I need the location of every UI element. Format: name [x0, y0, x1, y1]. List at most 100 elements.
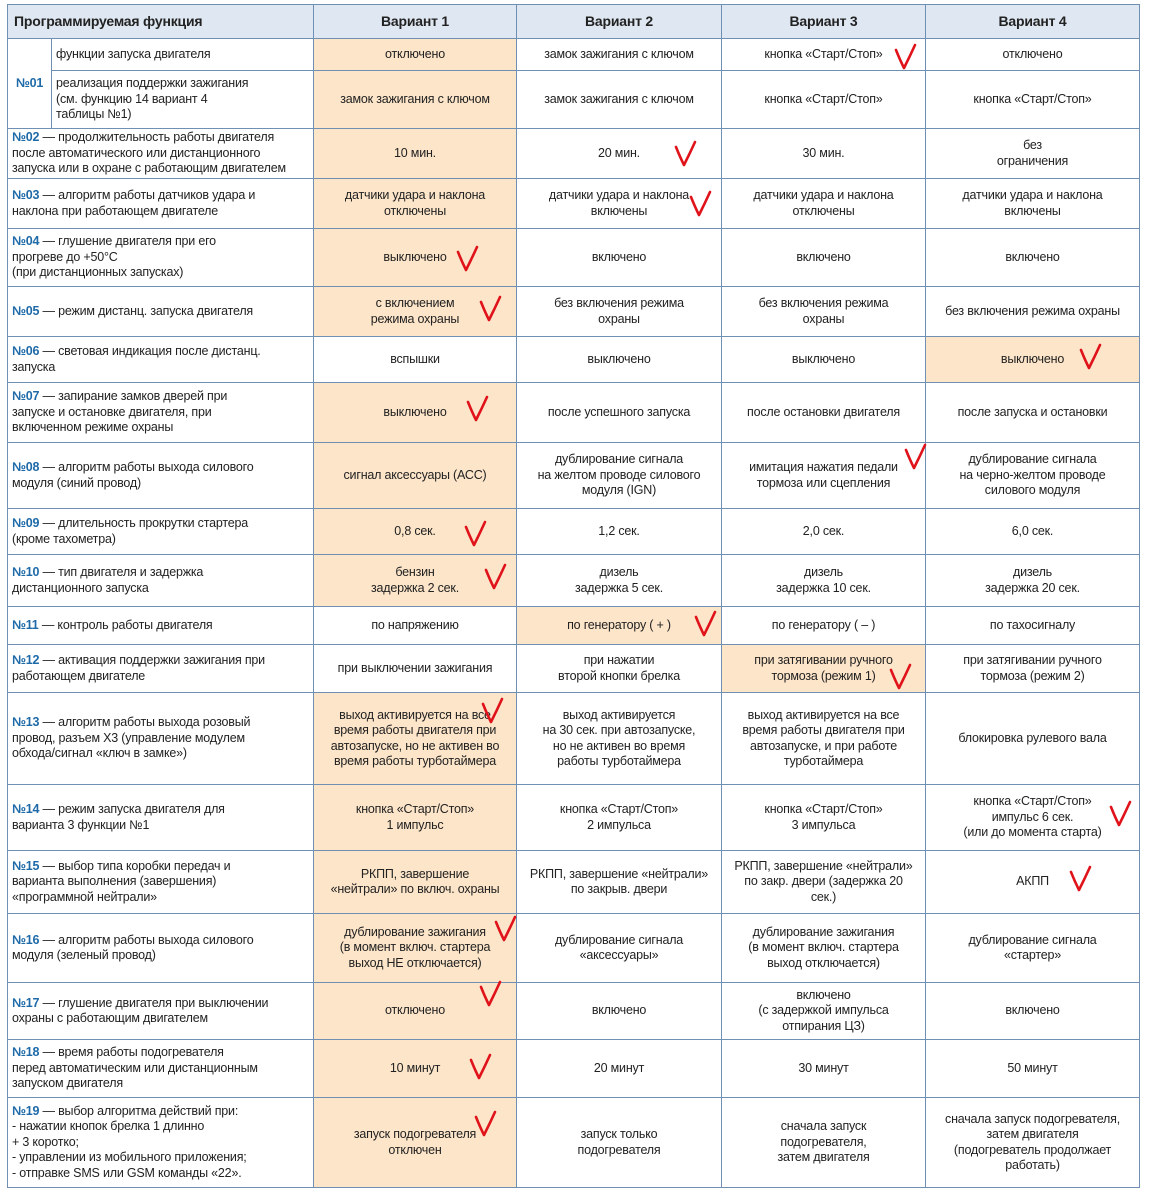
function-number: №08	[12, 460, 40, 474]
table-row: №19 — выбор алгоритма действий при: - на…	[7, 1097, 1140, 1188]
function-text: выбор алгоритма действий при: - нажатии …	[12, 1103, 247, 1180]
table-row: №05 — режим дистанц. запуска двигателя с …	[7, 286, 1140, 337]
settings-table: Программируемая функция Вариант 1 Вариан…	[7, 4, 1140, 1188]
variant-1-cell: выключено	[313, 228, 517, 287]
function-number: №03	[12, 188, 40, 202]
function-text: активация поддержки зажигания при работа…	[12, 653, 265, 683]
variant-2-cell: включено	[516, 228, 722, 287]
variant-2-cell: 20 мин.	[516, 128, 722, 179]
variant-2-cell: выход активируется на 30 сек. при автоза…	[516, 692, 722, 785]
function-description: №18 — время работы подогревателя перед а…	[7, 1039, 314, 1098]
variant-3-cell: кнопка «Старт/Стоп»	[721, 38, 926, 71]
variant-2-cell: по генератору ( + )	[516, 606, 722, 645]
function-description: №09 — длительность прокрутки стартера (к…	[7, 508, 314, 555]
separator: —	[38, 617, 58, 632]
separator: —	[39, 565, 59, 579]
table-row: №11 — контроль работы двигателя по напряж…	[7, 606, 1140, 645]
table-row: №14 — режим запуска двигателя для вариан…	[7, 784, 1140, 851]
table-row: №03 — алгоритм работы датчиков удара и н…	[7, 178, 1140, 229]
variant-4-cell: без включения режима охраны	[925, 286, 1140, 337]
separator: —	[39, 303, 59, 318]
table-row: №06 — световая индикация после дистанц. …	[7, 336, 1140, 383]
variant-1-cell: сигнал аксессуары (АСС)	[313, 442, 517, 509]
function-number: №04	[12, 234, 40, 249]
separator: —	[39, 234, 59, 249]
function-description: №11 — контроль работы двигателя	[7, 606, 314, 645]
table-row: №13 — алгоритм работы выхода розовый про…	[7, 692, 1140, 785]
variant-1-cell: бензин задержка 2 сек.	[313, 554, 517, 607]
function-text: продолжительность работы двигателя после…	[12, 130, 286, 176]
variant-4-cell: блокировка рулевого вала	[925, 692, 1140, 785]
variant-3-cell: без включения режима охраны	[721, 286, 926, 337]
function-number: №16	[12, 932, 40, 947]
table-row: №08 — алгоритм работы выхода силового мо…	[7, 442, 1140, 509]
header-variant-2: Вариант 2	[516, 4, 722, 39]
function-description: №07 — запирание замков дверей при запуск…	[7, 382, 314, 443]
separator: —	[39, 802, 59, 816]
variant-3-cell: 2,0 сек.	[721, 508, 926, 555]
separator: —	[39, 1103, 59, 1118]
variant-1-cell: запуск подогревателя отключен	[313, 1097, 517, 1188]
variant-2-cell: датчики удара и наклона включены	[516, 178, 722, 229]
variant-3-cell: при затягивании ручного тормоза (режим 1…	[721, 644, 926, 693]
variant-4-cell: включено	[925, 228, 1140, 287]
function-number: №06	[12, 344, 40, 358]
function-description: №10 — тип двигателя и задержка дистанцио…	[7, 554, 314, 607]
variant-2-cell: замок зажигания с ключом	[516, 38, 722, 71]
variant-3-cell: 30 минут	[721, 1039, 926, 1098]
variant-3-cell: кнопка «Старт/Стоп»	[721, 70, 926, 129]
variant-1-cell: 10 мин.	[313, 128, 517, 179]
function-description: №12 — активация поддержки зажигания при …	[7, 644, 314, 693]
variant-3-cell: выход активируется на все время работы д…	[721, 692, 926, 785]
table-row: №02 — продолжительность работы двигателя…	[7, 128, 1140, 179]
function-text: световая индикация после дистанц. запуск…	[12, 344, 261, 374]
variant-2-cell: 20 минут	[516, 1039, 722, 1098]
variant-3-cell: выключено	[721, 336, 926, 383]
function-text: время работы подогревателя перед автомат…	[12, 1045, 258, 1091]
separator: —	[39, 188, 59, 202]
function-description: реализация поддержки зажигания (см. функ…	[51, 70, 314, 129]
variant-4-cell: дублирование сигнала на черно-желтом про…	[925, 442, 1140, 509]
variant-1-cell: выход активируется на все время работы д…	[313, 692, 517, 785]
function-description: №17 — глушение двигателя при выключении …	[7, 982, 314, 1040]
separator: —	[39, 130, 59, 145]
function-number: №18	[12, 1045, 40, 1060]
function-text: глушение двигателя при его прогреве до +…	[12, 234, 216, 280]
variant-3-cell: дублирование зажигания (в момент включ. …	[721, 913, 926, 983]
variant-2-cell: замок зажигания с ключом	[516, 70, 722, 129]
variant-3-cell: после остановки двигателя	[721, 382, 926, 443]
variant-4-cell: 6,0 сек.	[925, 508, 1140, 555]
function-description: №13 — алгоритм работы выхода розовый про…	[7, 692, 314, 785]
variant-2-cell: дизель задержка 5 сек.	[516, 554, 722, 607]
function-number: №11	[12, 617, 39, 632]
variant-3-cell: дизель задержка 10 сек.	[721, 554, 926, 607]
variant-1-cell: вспышки	[313, 336, 517, 383]
variant-1-cell: 0,8 сек.	[313, 508, 517, 555]
variant-3-cell: РКПП, завершение «нейтрали» по закр. две…	[721, 850, 926, 914]
function-number: №01	[7, 38, 52, 129]
variant-4-cell: после запуска и остановки	[925, 382, 1140, 443]
variant-4-cell: отключено	[925, 38, 1140, 71]
separator: —	[39, 344, 59, 358]
variant-3-cell: по генератору ( – )	[721, 606, 926, 645]
function-number: №17	[12, 995, 40, 1010]
variant-4-cell: дизель задержка 20 сек.	[925, 554, 1140, 607]
function-description: №16 — алгоритм работы выхода силового мо…	[7, 913, 314, 983]
variant-4-cell: 50 минут	[925, 1039, 1140, 1098]
variant-1-cell: при выключении зажигания	[313, 644, 517, 693]
separator: —	[39, 995, 59, 1010]
variant-2-cell: после успешного запуска	[516, 382, 722, 443]
function-description: №14 — режим запуска двигателя для вариан…	[7, 784, 314, 851]
separator: —	[39, 715, 59, 730]
function-number: №09	[12, 516, 40, 530]
function-number: №10	[12, 565, 40, 579]
function-number: №12	[12, 653, 40, 667]
header-variant-4: Вариант 4	[925, 4, 1140, 39]
variant-2-cell: дублирование сигнала на желтом проводе с…	[516, 442, 722, 509]
table-row: №09 — длительность прокрутки стартера (к…	[7, 508, 1140, 555]
function-number: №15	[12, 858, 40, 873]
variant-1-cell: датчики удара и наклона отключены	[313, 178, 517, 229]
variant-2-cell: при нажатии второй кнопки брелка	[516, 644, 722, 693]
function-text: алгоритм работы датчиков удара и наклона…	[12, 188, 256, 218]
separator: —	[39, 516, 59, 530]
